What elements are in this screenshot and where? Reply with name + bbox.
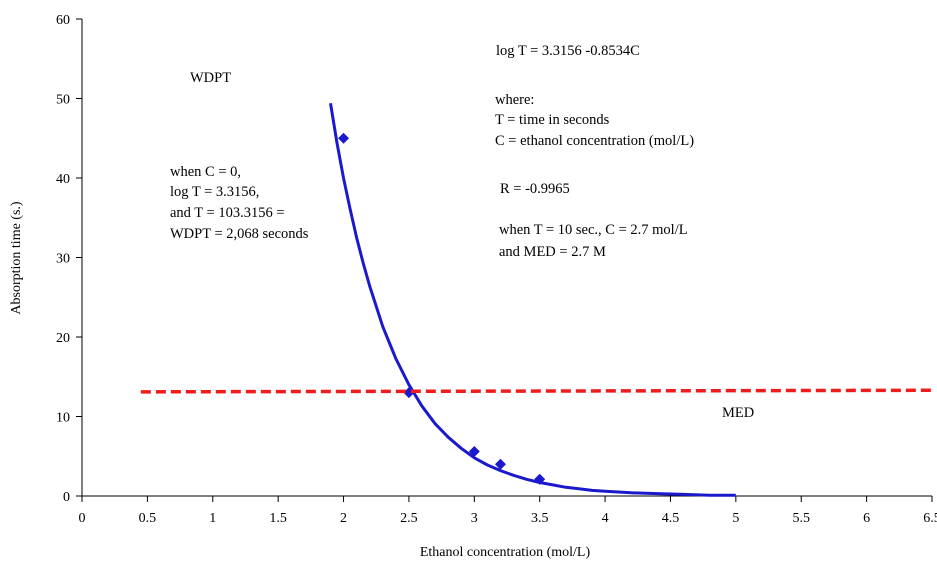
x-tick-label: 1.5 [269, 511, 287, 526]
x-tick-label: 0.5 [139, 511, 157, 526]
y-axis-ticks: 0 10 20 30 40 50 60 [56, 13, 82, 505]
x-tick-label: 6 [863, 511, 870, 526]
x-tick-label: 3.5 [531, 511, 549, 526]
r-value-text: R = -0.9965 [500, 181, 570, 197]
when-c-zero-annotation: when C = 0, log T = 3.3156, and T = 103.… [170, 164, 309, 242]
data-point [494, 458, 506, 470]
annotation-line: WDPT = 2,068 seconds [170, 226, 309, 242]
y-tick-label: 20 [56, 331, 70, 346]
med-annotation: when T = 10 sec., C = 2.7 mol/L and MED … [499, 222, 688, 260]
y-tick-label: 30 [56, 252, 70, 267]
annotation-line: T = time in seconds [495, 112, 610, 128]
annotation-line: log T = 3.3156, [170, 184, 259, 200]
x-tick-label: 4 [602, 511, 609, 526]
y-tick-label: 50 [56, 93, 70, 108]
series-layer [140, 103, 933, 497]
y-tick-label: 40 [56, 172, 70, 187]
annotation-line: where: [495, 92, 534, 108]
x-axis-ticks: 0 0.5 1 1.5 2 2.5 3 3.5 4 4.5 5 5.5 6 6.5 [79, 496, 937, 526]
fitted-curve [329, 103, 736, 497]
annotation-line: C = ethanol concentration (mol/L) [495, 133, 694, 149]
x-tick-label: 6.5 [923, 511, 937, 526]
annotation-line: and T = 103.3156 = [170, 205, 285, 221]
x-tick-label: 2 [340, 511, 347, 526]
y-axis-title: Absorption time (s.) [9, 201, 24, 314]
x-tick-label: 1 [209, 511, 216, 526]
x-tick-label: 3 [471, 511, 478, 526]
annotation-line: and MED = 2.7 M [499, 244, 606, 260]
data-point [338, 132, 350, 144]
med-label: MED [722, 405, 754, 421]
x-tick-label: 2.5 [400, 511, 418, 526]
y-tick-label: 10 [56, 411, 70, 426]
x-axis-title: Ethanol concentration (mol/L) [420, 545, 591, 560]
annotation-line: when C = 0, [170, 164, 241, 180]
y-tick-label: 0 [63, 490, 70, 505]
equation-text: log T = 3.3156 -0.8534C [496, 43, 640, 59]
x-tick-label: 0 [79, 511, 86, 526]
y-tick-label: 60 [56, 13, 70, 28]
where-annotation: where: T = time in seconds C = ethanol c… [495, 92, 694, 149]
x-tick-label: 5 [732, 511, 739, 526]
x-tick-label: 5.5 [792, 511, 810, 526]
med-reference-line [140, 388, 933, 394]
wdpt-label: WDPT [190, 70, 231, 86]
annotation-line: when T = 10 sec., C = 2.7 mol/L [499, 222, 688, 238]
x-tick-label: 4.5 [662, 511, 680, 526]
